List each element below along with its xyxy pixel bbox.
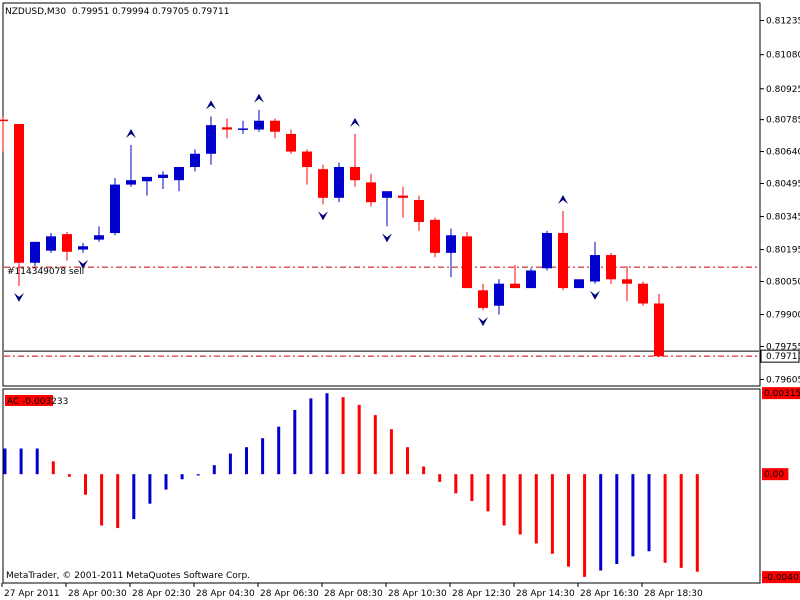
candle-body <box>238 128 248 130</box>
price-tick-label: 0.79605 <box>766 375 800 385</box>
ac-label: AC -0.003233 <box>7 397 68 407</box>
current-price-label: 0.79711 <box>766 352 800 362</box>
order-label: #114349078 sell <box>7 267 84 277</box>
candle-body <box>270 120 280 132</box>
candle-body <box>174 166 184 181</box>
ac-tick-box <box>762 468 789 481</box>
candle-body <box>190 153 200 167</box>
symbol-header: NZDUSD,M30 <box>5 7 66 17</box>
price-tick-label: 0.80050 <box>766 277 800 287</box>
candle-body <box>350 166 360 181</box>
ac-tick-box <box>762 571 800 584</box>
fractal-up-icon <box>126 128 136 138</box>
candle-body <box>494 283 504 306</box>
price-tick-label: 0.79755 <box>766 342 800 352</box>
candle-body <box>654 303 664 357</box>
candle-body <box>30 241 40 263</box>
ac-tick-label: -0.00401 <box>764 573 800 583</box>
candle-body <box>110 184 120 234</box>
candle-body <box>14 124 24 263</box>
price-tick-label: 0.80195 <box>766 246 800 256</box>
candle-body <box>302 151 312 167</box>
time-tick-label: 28 Apr 16:30 <box>580 589 639 599</box>
fractal-up-icon <box>206 100 216 110</box>
candle-body <box>158 174 168 178</box>
candle-body <box>142 176 152 182</box>
time-tick-label: 28 Apr 02:30 <box>132 589 191 599</box>
ohlc-header: 0.79951 0.79994 0.79705 0.79711 <box>72 7 229 17</box>
ac-tick-label: 0.00 <box>764 470 784 480</box>
candle-body <box>638 283 648 304</box>
price-tick-label: 0.80345 <box>766 213 800 223</box>
candle-body <box>222 127 232 130</box>
price-tick-label: 0.80785 <box>766 116 800 126</box>
candle-body <box>542 233 552 269</box>
fractal-down-icon <box>382 233 392 243</box>
candle-body <box>606 255 616 280</box>
ac-tick-box <box>762 387 800 400</box>
candle-body <box>622 279 632 284</box>
time-tick-label: 28 Apr 14:30 <box>516 589 575 599</box>
candle-body <box>398 195 408 198</box>
time-tick-label: 28 Apr 12:30 <box>452 589 511 599</box>
candle-body <box>382 191 392 198</box>
candle-body <box>126 180 136 185</box>
fractal-up-icon <box>254 93 264 103</box>
candle-body <box>46 236 56 251</box>
candle-body <box>526 270 536 289</box>
axis-layer: 0.81235 0.81080 0.80925 0.80785 0.80640 0.804… <box>1 17 800 599</box>
time-tick-label: 27 Apr 2011 <box>4 589 60 599</box>
candle-body <box>62 234 72 252</box>
candle-body <box>206 125 216 154</box>
ac-label-bg <box>5 395 53 406</box>
candle-body <box>510 283 520 289</box>
candle-body <box>286 133 296 152</box>
time-tick-label: 28 Apr 08:30 <box>324 589 383 599</box>
candle-body <box>590 255 600 282</box>
current-price-box <box>760 349 800 363</box>
fractal-down-icon <box>14 292 24 302</box>
price-tick-label: 0.80925 <box>766 85 800 95</box>
fractal-down-icon <box>318 211 328 221</box>
candle-body <box>366 182 376 203</box>
candle-body <box>414 200 424 223</box>
candle-body <box>430 219 440 253</box>
candle-body <box>462 236 472 289</box>
time-tick-label: 28 Apr 04:30 <box>196 589 255 599</box>
time-tick-label: 28 Apr 06:30 <box>260 589 319 599</box>
ac-tick-label: 0.003156 <box>764 389 800 399</box>
time-tick-label: 28 Apr 10:30 <box>388 589 447 599</box>
ac-layer <box>3 393 699 577</box>
candle-body <box>574 279 584 289</box>
fractal-down-icon <box>78 259 88 269</box>
price-tick-label: 0.80495 <box>766 179 800 189</box>
time-tick-label: 28 Apr 00:30 <box>68 589 127 599</box>
candle-body <box>446 235 456 253</box>
fractal-down-icon <box>590 290 600 300</box>
fractal-up-icon <box>558 195 568 205</box>
indicator-panel-frame <box>2 388 761 584</box>
price-tick-label: 0.81235 <box>766 17 800 27</box>
fractal-down-icon <box>478 317 488 327</box>
price-tick-label: 0.79900 <box>766 311 800 321</box>
price-tick-label: 0.80640 <box>766 148 800 158</box>
candle-body <box>334 166 344 198</box>
candle-body <box>558 233 568 289</box>
price-tick-label: 0.81080 <box>766 51 800 61</box>
time-tick-label: 28 Apr 18:30 <box>644 589 703 599</box>
candle-body <box>478 290 488 308</box>
candle-body <box>0 119 8 122</box>
candle-body <box>254 120 264 130</box>
candle-body <box>94 235 104 240</box>
candle-body <box>318 169 328 198</box>
price-panel-frame <box>2 2 761 387</box>
price-layer <box>0 93 759 358</box>
copyright-footer: MetaTrader, © 2001-2011 MetaQuotes Softw… <box>6 571 250 581</box>
candle-body <box>78 246 88 250</box>
fractal-up-icon <box>350 117 360 127</box>
